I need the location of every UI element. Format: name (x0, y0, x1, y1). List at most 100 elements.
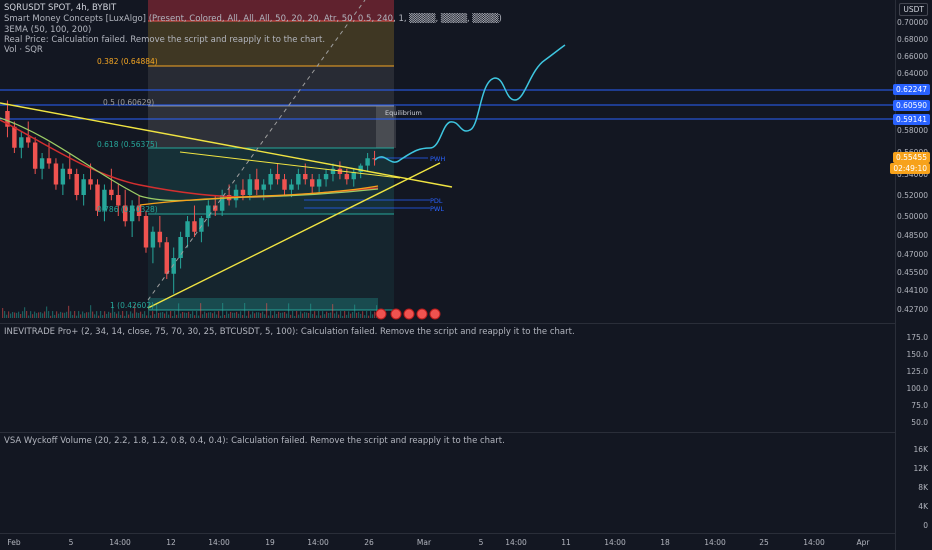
volume-bar (178, 303, 180, 318)
volume-bar (62, 312, 64, 318)
time-axis-separator (0, 533, 896, 534)
time-tick: 19 (265, 538, 275, 547)
projection-path (374, 44, 566, 163)
candle-body (323, 174, 329, 180)
volume-bar (372, 314, 374, 318)
volume-bar (218, 311, 220, 318)
candle-body (88, 179, 93, 185)
time-tick: Apr (856, 538, 870, 547)
volume-bar (48, 311, 50, 318)
candle-body (12, 126, 17, 148)
volume-bar (224, 314, 226, 318)
volume-bar (336, 311, 338, 318)
volume-bar (288, 303, 290, 318)
pane-separator-2[interactable] (0, 432, 896, 433)
price-tick: 0.68000 (896, 35, 928, 44)
indicator-real-price[interactable]: Real Price: Calculation failed. Remove t… (4, 35, 326, 45)
candle-body (275, 174, 280, 180)
volume-bar (276, 313, 278, 318)
volume-bar (2, 308, 4, 318)
time-tick: 26 (364, 538, 374, 547)
pane-separator-1[interactable] (0, 323, 896, 324)
price-tick: 0.66000 (896, 52, 928, 61)
volume-bar (216, 314, 218, 318)
volume-bar (232, 312, 234, 318)
volume-bar (314, 311, 316, 318)
candle-body (26, 137, 31, 143)
last-price-badge: 0.55455 (892, 152, 930, 163)
volume-bar (156, 303, 158, 318)
candle-body (143, 216, 149, 248)
equilibrium-label: Equilibrium (385, 109, 422, 117)
volume-bar (46, 306, 48, 318)
volume-bar (174, 311, 176, 318)
candle-body (199, 218, 204, 232)
volume-bar (122, 311, 124, 318)
volume-bar (70, 311, 72, 318)
volume-bar (142, 314, 144, 318)
volume-bar (12, 312, 14, 318)
ascending-trendline (147, 162, 441, 309)
volume-bar (298, 314, 300, 318)
volume-bar (214, 311, 216, 318)
currency-button[interactable]: USDT (899, 3, 928, 16)
volume-bar (100, 311, 102, 318)
time-tick: 25 (759, 538, 769, 547)
volume-bar (184, 312, 186, 318)
volume-bar (258, 312, 260, 318)
volume-bar (332, 304, 334, 318)
time-tick: 14:00 (803, 538, 825, 547)
volume-bar (360, 313, 362, 318)
osc-tick: 125.0 (906, 367, 928, 376)
countdown-badge: 02:49:10 (890, 163, 930, 174)
indicator-3ema[interactable]: 3EMA (50, 100, 200) (4, 25, 92, 35)
volume-bar (324, 314, 326, 318)
candle-body (289, 184, 294, 190)
volume-bar (364, 315, 366, 318)
volume-bar (90, 305, 92, 318)
candle-body (261, 184, 266, 190)
volume-bar (312, 314, 314, 318)
volume-bar (94, 314, 96, 318)
volume-bar (368, 315, 370, 318)
volume-bar (208, 312, 210, 318)
price-tick: 0.50000 (896, 212, 928, 221)
candle-body (116, 195, 121, 206)
volume-bar (36, 313, 38, 318)
time-tick: 12 (166, 538, 176, 547)
volume-bar (244, 303, 246, 318)
volume-bar (118, 311, 120, 318)
inevitrade-label[interactable]: INEVITRADE Pro+ (2, 34, 14, close, 75, 7… (4, 327, 575, 337)
fib-zone-05 (148, 66, 394, 106)
volume-bar (316, 315, 318, 318)
ema-50-line (139, 185, 379, 206)
volume-bar (44, 311, 46, 318)
vsa-label[interactable]: VSA Wyckoff Volume (20, 2.2, 1.8, 1.2, 0… (4, 436, 505, 446)
volume-bar (194, 315, 196, 318)
volume-bar (248, 311, 250, 318)
volume-bar (58, 313, 60, 318)
price-tick: 0.42700 (896, 305, 928, 314)
main-chart-canvas[interactable] (0, 0, 896, 550)
volume-bar (320, 315, 322, 318)
event-marker-icon (429, 308, 441, 320)
indicator-smc[interactable]: Smart Money Concepts [LuxAlgo] (Present,… (4, 14, 502, 24)
volume-bar (38, 312, 40, 318)
price-tick: 0.58000 (896, 126, 928, 135)
volume-bar (212, 313, 214, 318)
volume-bar (170, 311, 172, 318)
osc-tick: 50.0 (911, 418, 928, 427)
volume-bar (302, 313, 304, 318)
indicator-vol[interactable]: Vol · SQR (4, 45, 43, 55)
candle-body (102, 189, 107, 211)
volume-bar (370, 311, 372, 318)
volume-bar (264, 314, 266, 318)
volume-bar (362, 311, 364, 318)
symbol-title[interactable]: SQRUSDT SPOT, 4h, BYBIT (4, 3, 117, 13)
time-tick: 18 (660, 538, 670, 547)
volume-bar (64, 312, 66, 318)
volume-bar (284, 311, 286, 318)
price-axis[interactable]: USDT 0.70000 0.68000 0.66000 0.64000 0.5… (890, 0, 932, 550)
volume-bar (328, 313, 330, 318)
